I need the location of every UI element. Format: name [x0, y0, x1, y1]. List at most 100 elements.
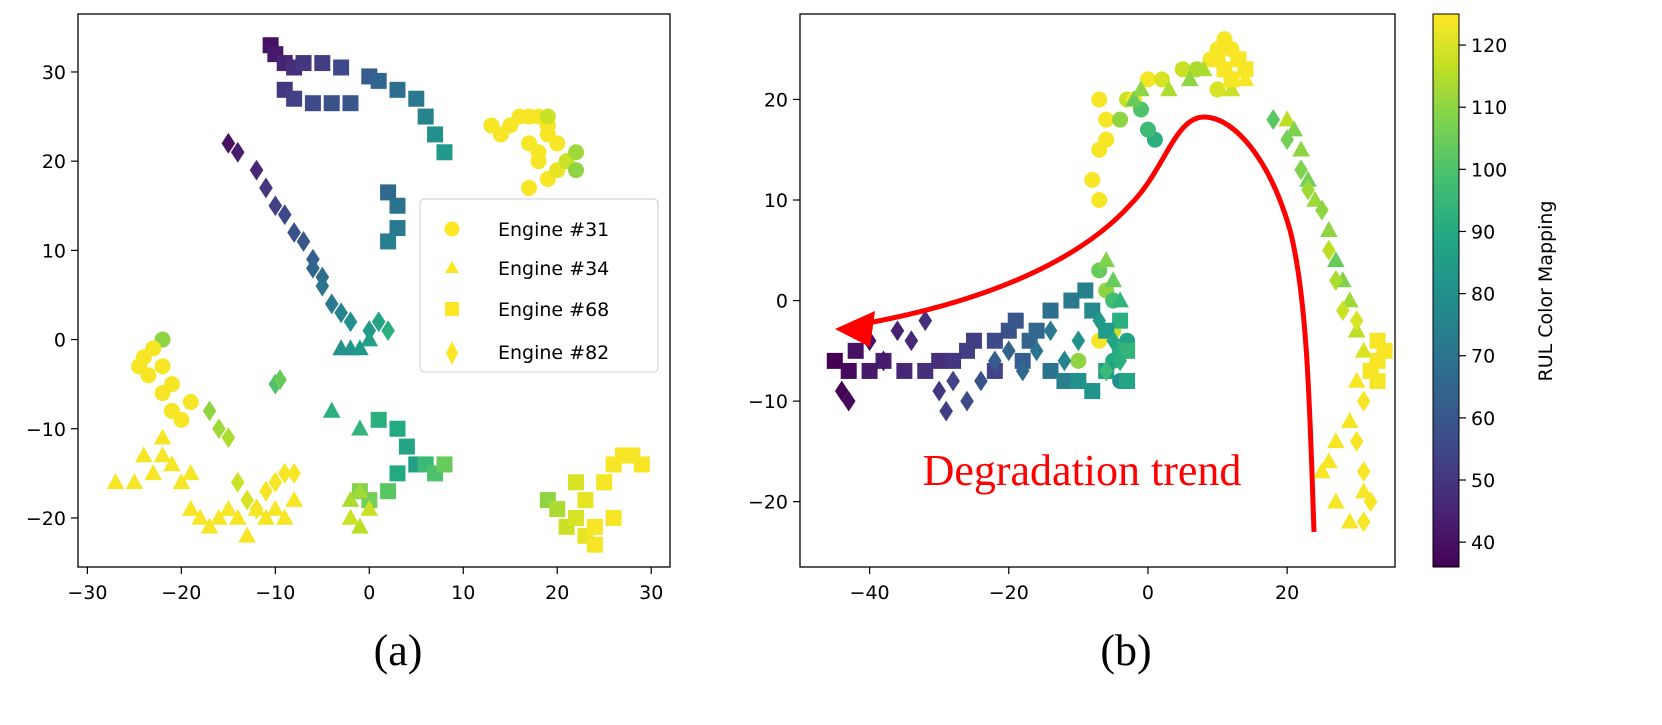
legend-label-engine-82: Engine #82 — [498, 342, 609, 364]
panel-a-point-engine-68 — [371, 73, 387, 89]
colorbar-tick-label: 70 — [1471, 346, 1495, 368]
panel-a-point-engine-68 — [389, 421, 405, 437]
panel-a-y-tick-label: 0 — [54, 330, 66, 352]
panel-a-point-engine-68 — [380, 483, 396, 499]
panel-b-x-tick-label: 20 — [1275, 582, 1299, 604]
colorbar-tick-label: 110 — [1471, 97, 1507, 119]
panel-b-point-engine-68 — [1077, 283, 1093, 299]
panel-a-point-engine-68 — [436, 456, 452, 472]
legend-label-engine-31: Engine #31 — [498, 219, 609, 241]
panel-a-point-engine-68 — [333, 60, 349, 76]
panel-a-y-tick-label: −10 — [26, 419, 66, 441]
panel-a-point-engine-68 — [549, 501, 565, 517]
panel-b-point-engine-31 — [1210, 81, 1226, 97]
panel-a-point-engine-68 — [343, 95, 359, 111]
legend: Engine #31 Engine #34 Engine #68 Engine … — [420, 199, 658, 372]
panel-b-point-engine-31 — [1112, 112, 1128, 128]
colorbar-tick-label: 60 — [1471, 408, 1495, 430]
panel-a-y-tick-label: −20 — [26, 508, 66, 530]
legend-label-engine-68: Engine #68 — [498, 299, 609, 321]
legend-marker-circle — [445, 222, 460, 237]
panel-b-x-tick-label: −40 — [850, 582, 890, 604]
panel-a-point-engine-68 — [324, 95, 340, 111]
figure: −30 −20 −10 0 10 20 30 −20 −10 0 10 20 30 Engine #31… — [0, 0, 1662, 725]
panel-b-point-engine-31 — [1070, 353, 1086, 369]
colorbar: 40 50 60 70 80 90 100 110 120 RUL Color Mapping — [1433, 14, 1557, 567]
panel-b-point-engine-68 — [945, 353, 961, 369]
panel-a-y-tick-label: 10 — [42, 240, 66, 262]
panel-b-point-engine-68 — [1370, 353, 1386, 369]
panel-a-point-engine-68 — [418, 109, 434, 125]
panel-b-y-tick-label: 10 — [764, 190, 788, 212]
panel-b-caption: (b) — [1100, 626, 1151, 675]
panel-a-point-engine-68 — [314, 55, 330, 71]
panel-b-point-engine-68 — [1070, 373, 1086, 389]
panel-a-point-engine-68 — [436, 144, 452, 160]
panel-b-point-engine-31 — [1098, 132, 1114, 148]
panel-a-x-tick-label: 0 — [363, 582, 375, 604]
panel-b-point-engine-68 — [1370, 373, 1386, 389]
panel-b: −40 −20 0 20 −20 −10 0 10 20 Degradation trend (… — [748, 14, 1395, 675]
colorbar-ticks: 40 50 60 70 80 90 100 110 120 — [1459, 35, 1507, 554]
panel-a-point-engine-31 — [530, 153, 546, 169]
panel-a-x-tick-label: −30 — [67, 582, 107, 604]
panel-b-point-engine-68 — [862, 363, 878, 379]
panel-b-point-engine-68 — [1008, 313, 1024, 329]
panel-a-point-engine-31 — [173, 412, 189, 428]
panel-b-point-engine-68 — [896, 363, 912, 379]
colorbar-tick-label: 40 — [1471, 532, 1495, 554]
panel-b-point-engine-31 — [1084, 172, 1100, 188]
panel-a-y-tick-label: 30 — [42, 62, 66, 84]
panel-b-y-tick-label: −10 — [748, 391, 788, 413]
panel-b-x-tick-label: −20 — [989, 582, 1029, 604]
panel-a-point-engine-68 — [634, 456, 650, 472]
panel-a-x-tick-label: 30 — [639, 582, 663, 604]
colorbar-gradient — [1433, 14, 1459, 567]
panel-a-point-engine-68 — [399, 439, 415, 455]
panel-a-point-engine-68 — [587, 537, 603, 553]
colorbar-tick-label: 120 — [1471, 35, 1507, 57]
legend-label-engine-34: Engine #34 — [498, 258, 609, 280]
panel-b-y-tick-label: 20 — [764, 89, 788, 111]
panel-b-point-engine-68 — [1043, 363, 1059, 379]
panel-a-caption: (a) — [374, 626, 423, 675]
panel-b-point-engine-31 — [1091, 91, 1107, 107]
panel-a-x-tick-label: 20 — [545, 582, 569, 604]
panel-b-point-engine-68 — [1237, 61, 1253, 77]
panel-b-point-engine-68 — [1056, 373, 1072, 389]
panel-b-y-tick-label: 0 — [776, 291, 788, 313]
panel-a-point-engine-68 — [380, 233, 396, 249]
panel-a-x-tick-label: 10 — [451, 582, 475, 604]
panel-a-point-engine-31 — [549, 135, 565, 151]
panel-a-point-engine-31 — [521, 180, 537, 196]
panel-b-point-engine-68 — [848, 343, 864, 359]
panel-a-point-engine-31 — [155, 358, 171, 374]
panel-a-point-engine-31 — [540, 109, 556, 125]
degradation-trend-label: Degradation trend — [923, 446, 1242, 495]
panel-b-point-engine-31 — [1140, 122, 1156, 138]
colorbar-tick-label: 90 — [1471, 221, 1495, 243]
panel-b-point-engine-68 — [931, 353, 947, 369]
panel-a-point-engine-68 — [596, 474, 612, 490]
panel-a-point-engine-68 — [389, 82, 405, 98]
panel-a-point-engine-31 — [183, 394, 199, 410]
panel-b-point-engine-68 — [966, 333, 982, 349]
colorbar-tick-label: 50 — [1471, 470, 1495, 492]
panel-a-point-engine-31 — [568, 144, 584, 160]
panel-b-point-engine-68 — [1029, 323, 1045, 339]
colorbar-tick-label: 100 — [1471, 159, 1507, 181]
panel-b-point-engine-68 — [1063, 293, 1079, 309]
panel-a-point-engine-68 — [606, 510, 622, 526]
panel-a-point-engine-31 — [140, 367, 156, 383]
legend-marker-square — [445, 302, 459, 316]
panel-a-point-engine-68 — [389, 465, 405, 481]
panel-a-x-tick-label: −20 — [161, 582, 201, 604]
colorbar-label: RUL Color Mapping — [1535, 201, 1557, 382]
panel-a-point-engine-31 — [521, 135, 537, 151]
panel-a-x-tick-label: −10 — [255, 582, 295, 604]
panel-a-point-engine-68 — [577, 492, 593, 508]
panel-a: −30 −20 −10 0 10 20 30 −20 −10 0 10 20 30 Engine #31… — [26, 14, 670, 675]
panel-b-x-tick-label: 0 — [1142, 582, 1154, 604]
colorbar-tick-label: 80 — [1471, 284, 1495, 306]
panel-a-point-engine-68 — [286, 91, 302, 107]
